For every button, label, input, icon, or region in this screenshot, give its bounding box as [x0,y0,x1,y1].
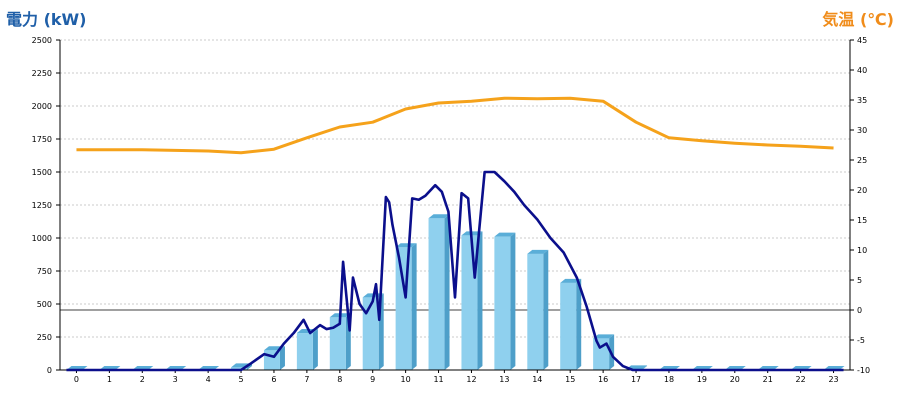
bar-side [279,346,285,370]
bar [560,282,577,370]
right-tick-label: 10 [857,246,867,255]
bar-top [494,232,516,237]
bar-side [411,243,417,370]
x-tick-label: 2 [140,375,145,384]
x-tick-label: 9 [370,375,375,384]
bar-top [527,249,549,254]
x-tick-label: 11 [433,375,443,384]
right-tick-label: -5 [857,336,865,345]
bar [329,317,346,370]
bar-top [428,214,450,219]
x-tick-label: 0 [74,375,79,384]
bar-top [593,334,615,339]
left-axis-title: 電力 (kW) [6,10,87,29]
right-tick-label: 35 [857,96,867,105]
x-tick-label: 1 [107,375,112,384]
x-tick-label: 14 [532,375,542,384]
left-tick-label: 1750 [32,135,52,144]
x-tick-label: 21 [763,375,773,384]
left-tick-label: 2250 [32,69,52,78]
x-tick-label: 16 [598,375,608,384]
right-tick-label: 20 [857,186,867,195]
right-tick-label: 40 [857,66,867,75]
x-tick-label: 18 [664,375,674,384]
right-tick-label: 15 [857,216,867,225]
x-tick-label: 17 [631,375,641,384]
right-tick-label: 25 [857,156,867,165]
x-tick-label: 13 [499,375,509,384]
bar-top [395,243,417,248]
left-tick-label: 500 [37,300,52,309]
x-tick-label: 20 [730,375,740,384]
x-tick-label: 4 [206,375,211,384]
power-line [66,170,844,372]
left-tick-label: 1000 [32,234,52,243]
bar [593,338,610,370]
bar [296,333,313,370]
bar [428,218,445,370]
bar [362,297,379,370]
bar [461,235,478,370]
x-tick-label: 12 [466,375,476,384]
bar [395,247,412,370]
left-tick-label: 2000 [32,102,52,111]
bar-side [576,278,582,370]
x-tick-label: 3 [173,375,178,384]
right-tick-label: 5 [857,276,862,285]
x-tick-label: 23 [828,375,838,384]
bar-side [312,329,318,370]
bar [527,253,544,370]
x-tick-label: 19 [697,375,707,384]
bar [494,236,511,370]
bar-side [444,214,450,370]
x-tick-label: 8 [337,375,342,384]
x-tick-label: 22 [796,375,806,384]
x-tick-label: 15 [565,375,575,384]
x-tick-label: 6 [271,375,276,384]
left-tick-label: 1250 [32,201,52,210]
bar-side [510,232,516,370]
left-tick-label: 0 [47,366,52,375]
right-tick-label: 0 [857,306,862,315]
x-tick-label: 5 [238,375,243,384]
temperature-line [76,96,834,155]
bar-side [543,249,549,370]
right-axis-title: 気温 (℃) [822,10,894,29]
left-tick-label: 750 [37,267,52,276]
left-tick-label: 2500 [32,36,52,45]
right-tick-label: 45 [857,36,867,45]
x-tick-label: 7 [304,375,309,384]
bar [231,367,248,370]
x-tick-label: 10 [401,375,411,384]
left-tick-label: 1500 [32,168,52,177]
right-tick-label: -10 [857,366,870,375]
right-tick-label: 30 [857,126,867,135]
left-tick-label: 250 [37,333,52,342]
bar-side [477,231,483,370]
bar-top [560,278,582,283]
